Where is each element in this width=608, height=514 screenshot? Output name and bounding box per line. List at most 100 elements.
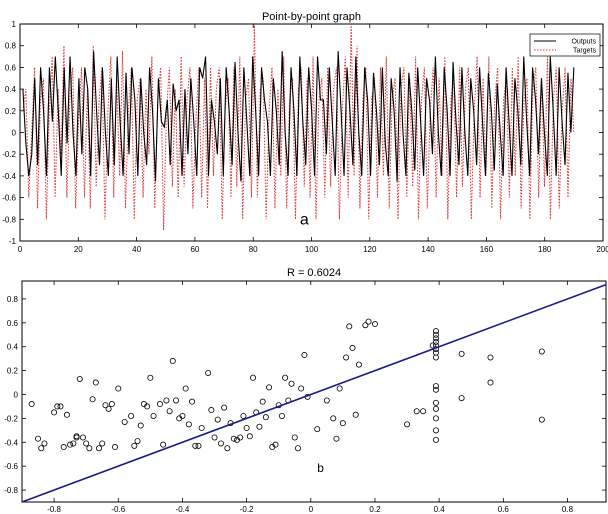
x-tick-label: 200 (596, 245, 608, 254)
scatter-point (86, 445, 93, 452)
x-tick-label: 80 (249, 245, 258, 254)
y-tick-label: -0.6 (4, 462, 18, 471)
y-tick-label: -0.2 (2, 150, 16, 159)
x-tick-label: 160 (480, 245, 494, 254)
scatter-point (339, 420, 346, 427)
scatter-point (41, 440, 48, 447)
scatter-point (147, 374, 154, 381)
y-tick-label: 0.4 (7, 343, 19, 352)
scatter-point (420, 408, 427, 415)
scatter-point (349, 344, 356, 351)
y-tick-label: -0.6 (2, 194, 16, 203)
scatter-point (362, 322, 369, 329)
y-axis-ticks: -1 -0.8 -0.6 -0.4 -0.2 0 0.2 0.4 0.6 0.8 1 (2, 20, 603, 246)
scatter-point (262, 414, 269, 421)
scatter-point (63, 411, 70, 418)
scatter-point (404, 421, 411, 428)
scatter-point (166, 408, 173, 415)
scatter-point (432, 338, 439, 345)
x-tick-label: 0 (309, 505, 314, 514)
scatter-point (259, 398, 266, 405)
scatter-point (432, 383, 439, 390)
scatter-point (89, 396, 96, 403)
scatter-point (156, 401, 163, 408)
scatter-point (243, 424, 250, 431)
x-tick-label: -0.4 (176, 505, 190, 514)
scatter-point (323, 397, 330, 404)
scatter-points (28, 318, 545, 452)
scatter-chart-panel: R = 0.6024 -0.8 -0.6 -0.4 -0.2 0 0.2 0.4 0.6 0.8… (4, 267, 607, 514)
scatter-point (134, 438, 141, 445)
scatter-point (169, 358, 176, 365)
scatter-point (192, 442, 199, 449)
scatter-point (221, 404, 228, 411)
scatter-point (246, 433, 253, 440)
scatter-point (352, 411, 359, 418)
scatter-point (54, 403, 61, 410)
scatter-point (250, 374, 257, 381)
x-tick-label: 0.8 (562, 505, 574, 514)
scatter-point (240, 412, 247, 419)
scatter-point (208, 407, 215, 414)
legend-label: Targets (573, 48, 596, 55)
scatter-point (230, 435, 237, 442)
x-tick-label: 100 (305, 245, 319, 254)
scatter-point (266, 384, 273, 391)
x-tick-label: -0.2 (240, 505, 254, 514)
y-tick-label: 0.6 (5, 63, 17, 72)
scatter-point (458, 395, 465, 402)
scatter-point (371, 321, 378, 328)
scatter-point (432, 415, 439, 422)
scatter-point (73, 433, 80, 440)
scatter-point (76, 375, 83, 382)
scatter-point (432, 335, 439, 342)
scatter-point (67, 441, 74, 448)
x-axis-ticks: -0.8 -0.6 -0.4 -0.2 0 0.2 0.4 0.6 0.8 (47, 281, 574, 514)
y-tick-label: -0.4 (2, 172, 16, 181)
scatter-point (282, 374, 289, 381)
scatter-point (432, 354, 439, 361)
scatter-point (298, 385, 305, 392)
chart-title: Point-by-point graph (262, 11, 361, 23)
scatter-point (432, 328, 439, 335)
y-tick-label: 0.8 (7, 295, 19, 304)
scatter-point (432, 386, 439, 393)
scatter-point (60, 444, 67, 451)
x-tick-label: 20 (74, 245, 83, 254)
y-tick-label: -0.8 (4, 486, 18, 495)
x-tick-label: 60 (190, 245, 199, 254)
y-axis-ticks: -0.8 -0.6 -0.4 -0.2 0 0.2 0.4 0.6 0.8 (4, 295, 606, 495)
scatter-point (102, 402, 109, 409)
scatter-point (211, 434, 218, 441)
x-tick-label: 0.2 (369, 505, 381, 514)
scatter-point (413, 408, 420, 415)
scatter-point (458, 350, 465, 357)
scatter-point (365, 318, 372, 325)
x-tick-label: 0 (18, 245, 23, 254)
y-tick-label: 0.6 (7, 319, 19, 328)
y-tick-label: 1 (12, 20, 17, 29)
scatter-point (355, 361, 362, 368)
scatter-point (108, 401, 115, 408)
scatter-point (294, 445, 301, 452)
x-tick-label: -0.6 (111, 505, 125, 514)
scatter-point (121, 418, 128, 425)
scatter-point (182, 385, 189, 392)
scatter-point (131, 442, 138, 449)
scatter-point (217, 440, 224, 447)
plot-frame (21, 280, 607, 503)
scatter-point (333, 435, 340, 442)
scatter-point (256, 423, 263, 430)
panel-label: a (300, 212, 309, 229)
scatter-point (314, 426, 321, 433)
scatter-point (163, 397, 170, 404)
scatter-point (343, 354, 350, 361)
scatter-point (99, 440, 106, 447)
scatter-point (288, 380, 295, 387)
scatter-point (73, 434, 80, 441)
x-axis-ticks: 0 20 40 60 80 100 120 140 160 180 200 (18, 24, 608, 254)
scatter-point (144, 403, 151, 410)
scatter-point (224, 445, 231, 452)
y-tick-label: -0.4 (4, 438, 18, 447)
scatter-point (92, 379, 99, 386)
